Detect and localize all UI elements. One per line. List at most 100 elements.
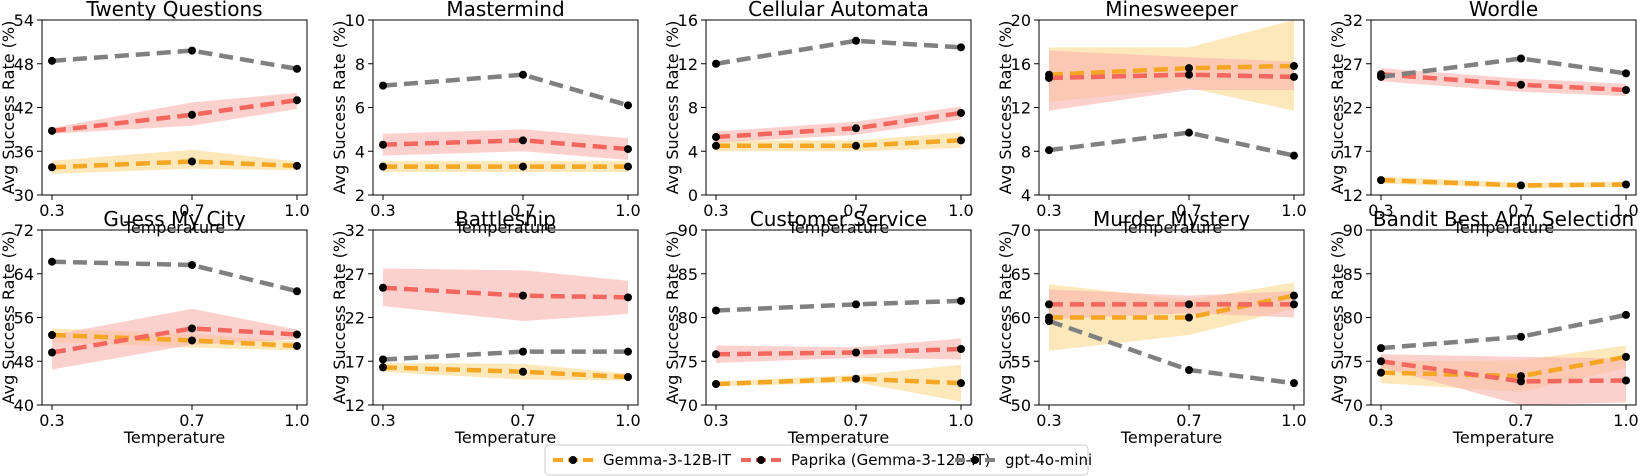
- y-axis-label: Avg Success Rate (%): [1328, 231, 1347, 405]
- gpt-data-point: [1517, 333, 1525, 341]
- gpt-series-line: [52, 262, 297, 292]
- x-tick-label: 0.3: [370, 201, 395, 220]
- panel-title: Bandit Best Arm Selection: [1373, 207, 1634, 231]
- paprika-data-point: [188, 111, 196, 119]
- gemma-data-point: [712, 380, 720, 388]
- gemma-data-point: [1377, 369, 1385, 377]
- paprika-confidence-band: [52, 309, 297, 370]
- gemma-data-point: [1622, 353, 1630, 361]
- paprika-data-point: [624, 145, 632, 153]
- chart-panel-10: Bandit Best Arm Selection70758085900.3 0.…: [1328, 207, 1639, 447]
- y-axis-label: Avg Success Rate (%): [663, 231, 682, 405]
- x-tick-label: 1.0: [615, 201, 640, 220]
- gemma-data-point: [1377, 176, 1385, 184]
- gemma-data-point: [957, 136, 965, 144]
- legend-swatch-marker: [569, 456, 577, 464]
- x-tick-label: 1.0: [1281, 411, 1306, 430]
- y-axis-label: Avg Success Rate (%): [996, 231, 1015, 405]
- paprika-data-point: [624, 293, 632, 301]
- gemma-data-point: [1517, 181, 1525, 189]
- legend-label: Gemma-3-12B-IT: [603, 451, 732, 469]
- paprika-data-point: [188, 324, 196, 332]
- chart-panel-9: Murder Mystery50556065700.3 0.7 1.0Tempera…: [996, 207, 1307, 447]
- paprika-data-point: [293, 96, 301, 104]
- gpt-data-point: [1045, 146, 1053, 154]
- y-axis-label: Avg Success Rate (%): [996, 21, 1015, 195]
- y-axis-label: Avg Success Rate (%): [330, 21, 349, 195]
- paprika-data-point: [293, 330, 301, 338]
- y-axis-label: Avg Success Rate (%): [0, 231, 18, 405]
- x-tick-label: 1.0: [284, 201, 309, 220]
- y-tick-label: 4: [1021, 186, 1031, 205]
- y-tick-label: 4: [355, 142, 365, 161]
- gpt-series-line: [383, 352, 628, 360]
- y-tick-label: 8: [1021, 142, 1031, 161]
- chart-panel-6: Guess My City40485664720.3 0.7 1.0Temperat…: [0, 207, 310, 447]
- gpt-data-point: [1377, 344, 1385, 352]
- gpt-series-line: [1049, 133, 1294, 156]
- gemma-data-point: [48, 331, 56, 339]
- gemma-confidence-band: [383, 161, 628, 172]
- panel-title: Guess My City: [103, 207, 245, 231]
- legend-swatch-marker: [971, 456, 979, 464]
- chart-panel-2: Mastermind 2 4 6 8 10 0.3 0.7 1.0 Temperature Avg …: [330, 0, 641, 237]
- paprika-data-point: [519, 292, 527, 300]
- chart-panel-4: Minesweeper 4 8 12 16 20 0.3 0.7 1.0 Temperature A…: [996, 0, 1307, 237]
- paprika-confidence-band: [383, 269, 628, 322]
- paprika-data-point: [48, 127, 56, 135]
- gpt-data-point: [379, 82, 387, 90]
- gpt-data-point: [624, 348, 632, 356]
- gpt-data-point: [957, 43, 965, 51]
- chart-panel-5: Wordle12172227320.3 0.7 1.0TemperatureAvg …: [1328, 0, 1639, 237]
- chart-panel-1: Twenty Questions 30 36 42 48 54 0.3 0.7 1.0 Tempe…: [0, 0, 310, 237]
- panel-title: Battleship: [455, 207, 556, 231]
- paprika-data-point: [957, 109, 965, 117]
- chart-panel-3: Cellular Automata 0 4 8 12 16 0.3 0.7 1.0 Tempera…: [663, 0, 974, 237]
- gpt-data-point: [1045, 317, 1053, 325]
- panel-title: Cellular Automata: [748, 0, 929, 21]
- paprika-confidence-band: [383, 129, 628, 160]
- gemma-data-point: [1290, 292, 1298, 300]
- gpt-data-point: [1185, 366, 1193, 374]
- gpt-data-point: [1517, 55, 1525, 63]
- gpt-data-point: [379, 356, 387, 364]
- chart-panel-7: Battleship12172227320.3 0.7 1.0Temperature…: [330, 207, 641, 447]
- x-axis-label: Temperature: [1452, 428, 1554, 447]
- gpt-series-line: [52, 51, 297, 69]
- gpt-data-point: [293, 287, 301, 295]
- gpt-series-line: [716, 41, 961, 64]
- y-axis-label: Avg Success Rate (%): [1328, 21, 1347, 195]
- x-tick-label: 0.3: [703, 201, 728, 220]
- gemma-data-point: [519, 368, 527, 376]
- x-tick-label: 1.0: [615, 411, 640, 430]
- y-tick-label: 2: [355, 186, 365, 205]
- gemma-data-point: [293, 162, 301, 170]
- x-tick-label: 1.0: [948, 201, 973, 220]
- gpt-series-line: [383, 75, 628, 106]
- x-tick-label: 0.3: [1036, 201, 1061, 220]
- paprika-data-point: [1517, 377, 1525, 385]
- paprika-data-point: [519, 136, 527, 144]
- x-axis-label: Temperature: [787, 428, 889, 447]
- gemma-data-point: [852, 142, 860, 150]
- gpt-data-point: [624, 101, 632, 109]
- x-tick-label: 1.0: [948, 411, 973, 430]
- panels: Twenty Questions30364248540.3 0.7 1.0Tempe…: [0, 0, 1639, 447]
- gemma-data-point: [1185, 314, 1193, 322]
- paprika-data-point: [712, 350, 720, 358]
- x-tick-label: 0.3: [39, 201, 64, 220]
- paprika-data-point: [1185, 300, 1193, 308]
- gpt-data-point: [957, 297, 965, 305]
- gemma-confidence-band: [383, 363, 628, 381]
- gemma-data-point: [293, 342, 301, 350]
- gpt-data-point: [188, 261, 196, 269]
- paprika-confidence-band: [1381, 68, 1626, 96]
- gpt-data-point: [1290, 379, 1298, 387]
- x-axis-label: Temperature: [454, 428, 556, 447]
- gemma-data-point: [48, 163, 56, 171]
- gpt-series-line: [1381, 315, 1626, 348]
- panel-title: Twenty Questions: [85, 0, 262, 21]
- paprika-data-point: [1045, 300, 1053, 308]
- paprika-data-point: [1290, 300, 1298, 308]
- gemma-data-point: [188, 157, 196, 165]
